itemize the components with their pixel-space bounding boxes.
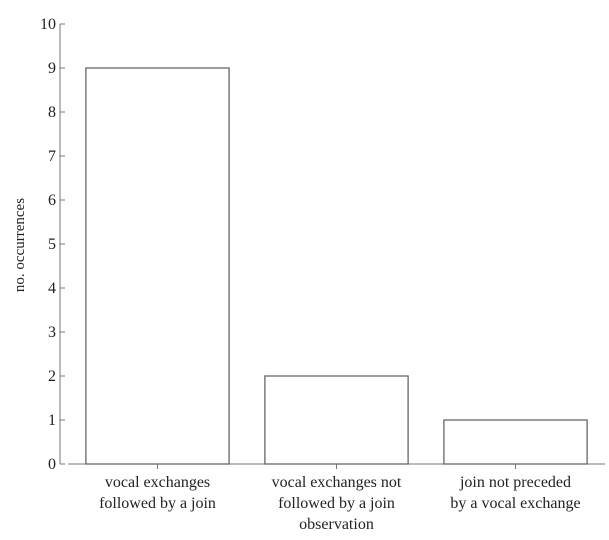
x-tick-label-line: followed by a join — [99, 495, 216, 512]
y-tick-label: 7 — [48, 148, 56, 165]
x-tick-label: vocal exchanges not followed by a join obs… — [272, 474, 402, 533]
x-tick-label: vocal exchanges followed by a join — [99, 474, 216, 512]
y-axis: 0 1 2 3 4 5 6 7 8 9 10 — [40, 16, 65, 473]
y-tick-label: 5 — [48, 236, 56, 253]
x-tick-label-line: vocal exchanges not — [272, 474, 402, 491]
x-tick-label-line: vocal exchanges — [105, 474, 210, 491]
x-axis — [68, 463, 605, 469]
y-tick-label: 8 — [48, 104, 56, 121]
bars — [85, 67, 588, 465]
y-tick-label: 2 — [48, 368, 56, 385]
y-axis-title: no. occurrences — [12, 198, 28, 292]
x-tick-label-line: by a vocal exchange — [450, 495, 580, 512]
x-tick-label: join not preceded by a vocal exchange — [450, 474, 580, 512]
bar — [264, 375, 409, 465]
y-tick-label: 1 — [48, 412, 56, 429]
bar — [443, 419, 588, 465]
y-tick-label: 3 — [48, 324, 56, 341]
y-tick-label: 4 — [48, 280, 56, 297]
x-tick-label-line: observation — [299, 516, 374, 533]
bar — [85, 67, 230, 465]
y-tick-label: 0 — [48, 456, 56, 473]
y-tick-label: 9 — [48, 60, 56, 77]
x-tick-label-line: join not preceded — [459, 474, 571, 491]
x-tick-label-line: followed by a join — [278, 495, 395, 512]
y-tick-label: 6 — [48, 192, 56, 209]
y-tick-label: 10 — [40, 16, 56, 33]
